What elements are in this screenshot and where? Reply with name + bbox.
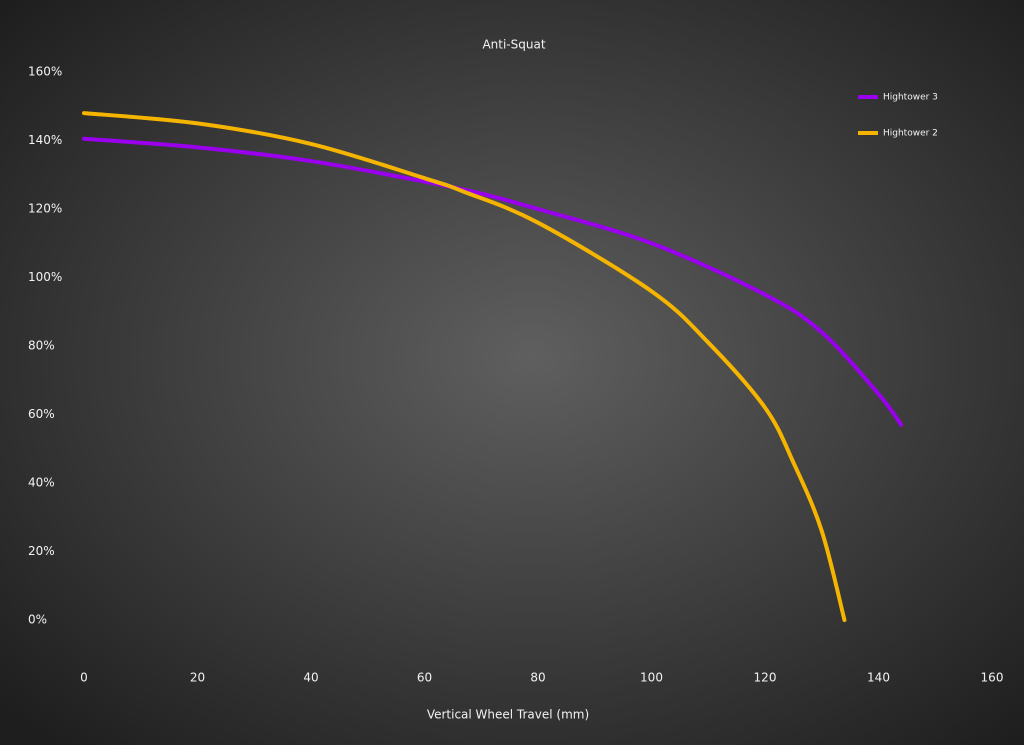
x-tick-label: 60	[417, 671, 432, 685]
x-tick-label: 40	[303, 671, 318, 685]
x-tick-label: 20	[190, 671, 205, 685]
y-tick-label: 60%	[28, 407, 55, 421]
x-tick-label: 160	[981, 671, 1004, 685]
chart-title: Anti-Squat	[482, 38, 545, 52]
line-series	[82, 136, 904, 427]
y-tick-label: 100%	[28, 270, 62, 284]
line-series	[82, 111, 847, 622]
x-tick-label: 140	[867, 671, 890, 685]
y-tick-label: 160%	[28, 65, 62, 79]
y-tick-label: 80%	[28, 339, 55, 353]
x-tick-label: 100	[640, 671, 663, 685]
x-tick-label: 120	[754, 671, 777, 685]
y-tick-label: 0%	[28, 613, 47, 627]
y-tick-label: 120%	[28, 202, 62, 216]
y-tick-label: 140%	[28, 133, 62, 147]
legend-label: Hightower 2	[883, 129, 938, 139]
x-axis-label: Vertical Wheel Travel (mm)	[427, 708, 589, 722]
x-tick-label: 0	[80, 671, 88, 685]
x-tick-label: 80	[530, 671, 545, 685]
y-tick-label: 40%	[28, 476, 55, 490]
legend-label: Hightower 3	[883, 93, 938, 103]
y-tick-label: 20%	[28, 544, 55, 558]
